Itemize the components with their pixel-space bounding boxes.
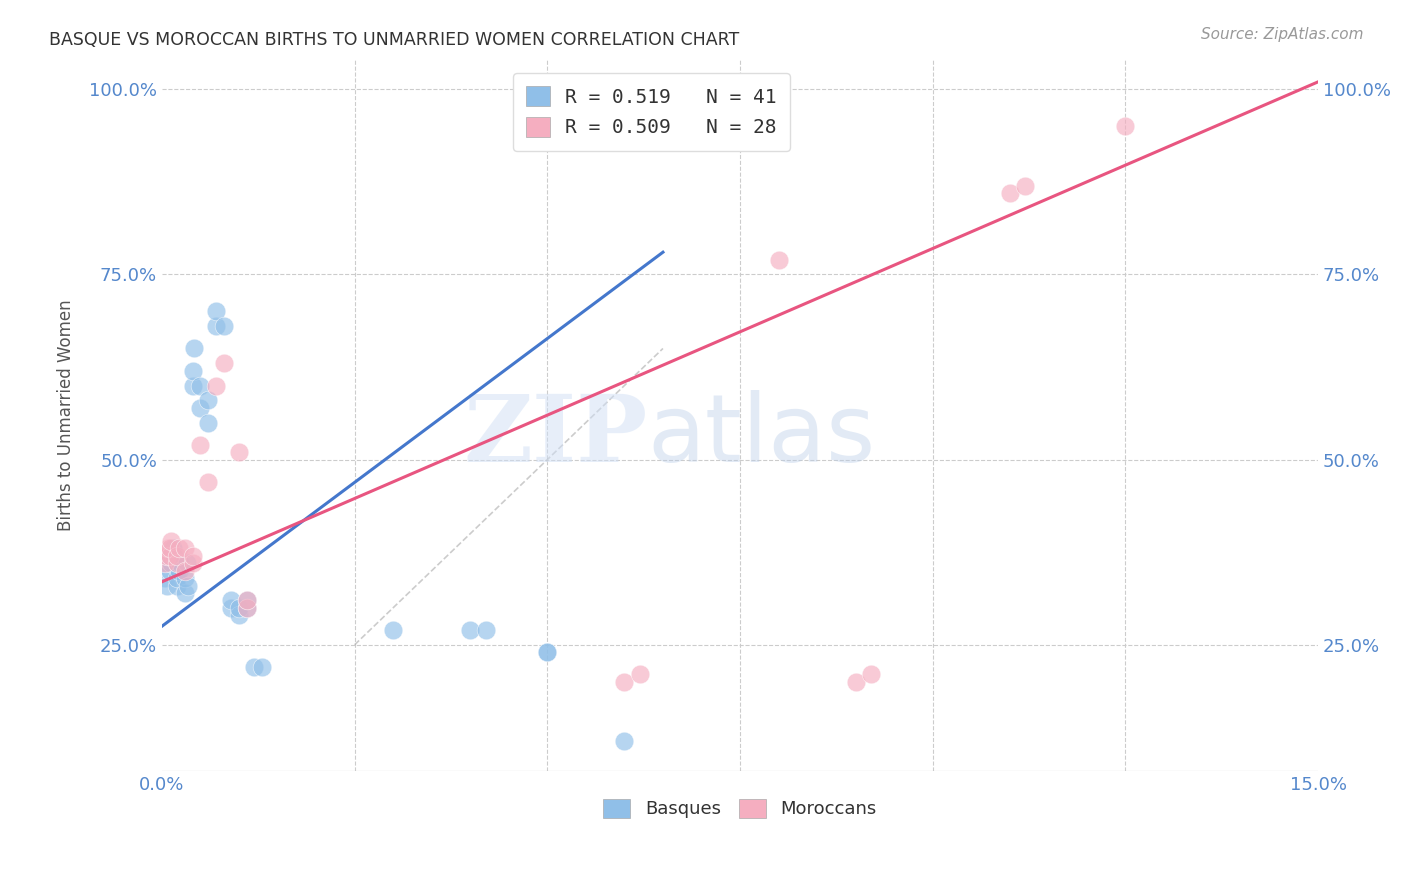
Point — [166, 578, 188, 592]
Point — [162, 541, 184, 556]
Text: BASQUE VS MOROCCAN BIRTHS TO UNMARRIED WOMEN CORRELATION CHART: BASQUE VS MOROCCAN BIRTHS TO UNMARRIED W… — [49, 31, 740, 49]
Point — [159, 564, 181, 578]
Point — [628, 667, 651, 681]
Point — [998, 186, 1021, 200]
Point — [174, 564, 197, 578]
Y-axis label: Births to Unmarried Women: Births to Unmarried Women — [58, 300, 75, 531]
Point — [860, 667, 883, 681]
Point — [458, 623, 481, 637]
Point — [181, 549, 204, 563]
Point — [166, 571, 188, 585]
Point — [166, 549, 188, 563]
Point — [250, 660, 273, 674]
Point — [845, 674, 868, 689]
Point — [159, 541, 181, 556]
Point — [174, 541, 197, 556]
Point — [167, 541, 190, 556]
Point — [157, 556, 180, 570]
Point — [228, 608, 250, 623]
Point — [155, 549, 177, 563]
Point — [157, 541, 180, 556]
Point — [174, 571, 197, 585]
Point — [181, 364, 204, 378]
Point — [197, 475, 219, 489]
Text: Source: ZipAtlas.com: Source: ZipAtlas.com — [1201, 27, 1364, 42]
Point — [159, 549, 181, 563]
Point — [163, 549, 186, 563]
Point — [190, 438, 212, 452]
Point — [235, 600, 257, 615]
Point — [181, 556, 204, 570]
Point — [205, 319, 228, 334]
Point — [155, 578, 177, 592]
Point — [205, 304, 228, 318]
Point — [197, 393, 219, 408]
Point — [1114, 120, 1136, 134]
Point — [197, 416, 219, 430]
Point — [174, 586, 197, 600]
Point — [613, 734, 636, 748]
Text: ZIP: ZIP — [464, 392, 648, 482]
Point — [153, 556, 176, 570]
Point — [221, 600, 243, 615]
Point — [183, 342, 205, 356]
Point — [474, 623, 496, 637]
Point — [176, 556, 198, 570]
Point — [228, 445, 250, 459]
Point — [382, 623, 405, 637]
Point — [177, 578, 200, 592]
Point — [212, 319, 235, 334]
Point — [159, 549, 181, 563]
Point — [160, 534, 183, 549]
Point — [221, 593, 243, 607]
Point — [235, 593, 257, 607]
Point — [160, 556, 183, 570]
Point — [235, 600, 257, 615]
Point — [1014, 178, 1036, 193]
Point — [536, 645, 558, 659]
Point — [212, 356, 235, 370]
Point — [205, 378, 228, 392]
Point — [166, 556, 188, 570]
Point — [190, 378, 212, 392]
Point — [166, 556, 188, 570]
Point — [167, 564, 190, 578]
Point — [243, 660, 266, 674]
Point — [169, 556, 191, 570]
Text: atlas: atlas — [648, 391, 876, 483]
Point — [613, 674, 636, 689]
Point — [181, 378, 204, 392]
Point — [228, 600, 250, 615]
Point — [190, 401, 212, 415]
Point — [235, 593, 257, 607]
Point — [536, 645, 558, 659]
Legend: Basques, Moroccans: Basques, Moroccans — [596, 792, 884, 826]
Point — [153, 571, 176, 585]
Point — [768, 252, 790, 267]
